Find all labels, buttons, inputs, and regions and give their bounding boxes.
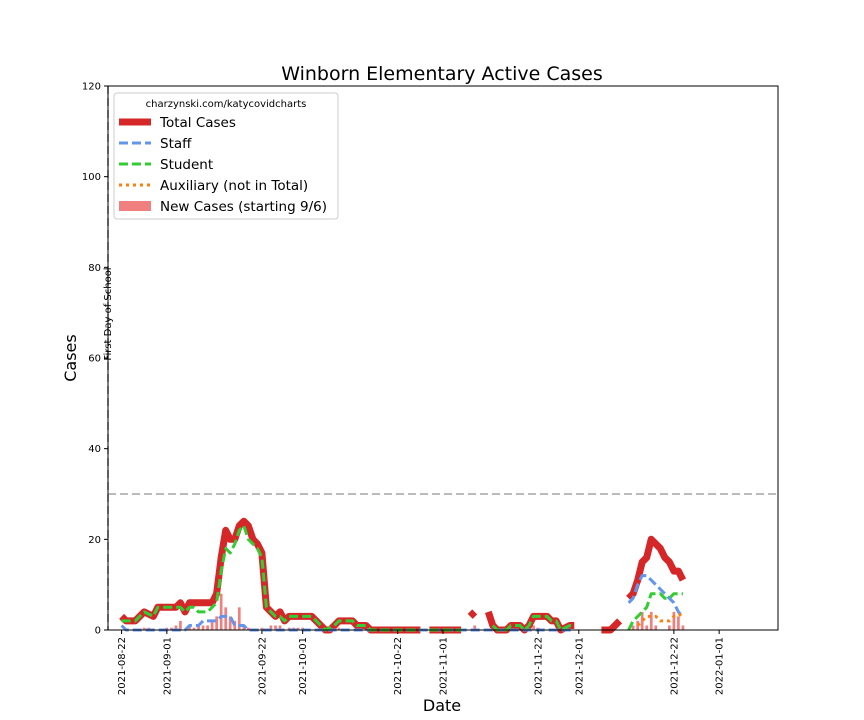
new-cases-bar (667, 625, 671, 630)
total-cases-line (626, 535, 687, 601)
y-axis-ticks: 0 20 40 60 80 100 120 (82, 82, 108, 637)
y-tick-label: 40 (88, 444, 101, 455)
legend-label: Student (160, 157, 213, 173)
chart-title: Winborn Elementary Active Cases (281, 63, 603, 85)
y-tick-label: 20 (88, 535, 101, 546)
new-cases-bar (170, 627, 173, 630)
new-cases-bar (174, 625, 178, 630)
x-tick-label: 2021-11-22 (534, 637, 545, 695)
new-cases-bar (233, 620, 237, 630)
new-cases-bar (296, 627, 300, 630)
legend: charzynski.com/katycovidcharts Total Case… (113, 92, 339, 220)
new-cases-bar (278, 625, 282, 630)
student-line (627, 592, 683, 631)
new-cases-bar (246, 627, 250, 630)
new-cases-bar (228, 616, 232, 630)
new-cases-bar (654, 625, 658, 630)
new-cases-bar (532, 625, 535, 630)
x-tick-label: 2021-11-01 (439, 637, 450, 695)
x-tick-label: 2021-12-01 (574, 637, 585, 695)
student-line (491, 614, 575, 632)
auxiliary-not-in-total-line (636, 610, 684, 627)
new-cases-bar (215, 616, 219, 630)
new-cases-bar (274, 625, 277, 630)
staff-line (627, 574, 684, 618)
new-cases-bar (473, 625, 477, 630)
x-tick-label: 2021-09-01 (162, 637, 173, 695)
new-cases-bar (672, 611, 676, 630)
legend-label: Total Cases (159, 115, 236, 131)
legend-box (113, 92, 339, 220)
student-line (121, 524, 421, 632)
x-tick-label: 2022-01-01 (715, 637, 726, 695)
x-axis-ticks: 2021-08-22 2021-09-01 2021-09-22 2021-10-01… (117, 630, 726, 695)
y-tick-label: 0 (95, 626, 101, 637)
y-tick-label: 80 (88, 263, 101, 274)
new-cases-bar (640, 611, 644, 630)
x-tick-label: 2021-08-22 (117, 637, 128, 695)
new-cases-bar (237, 607, 241, 630)
new-cases-bar (260, 627, 264, 630)
x-tick-label: 2021-10-01 (298, 637, 309, 695)
new-cases-bar (219, 593, 223, 630)
new-cases-bar (179, 620, 182, 630)
legend-swatch-bar (119, 201, 151, 211)
total-cases-line (467, 609, 478, 619)
legend-label: Staff (160, 136, 192, 152)
new-cases-bar (224, 607, 228, 630)
new-cases-bar (210, 620, 214, 630)
new-cases-bar (242, 625, 246, 630)
y-axis-label: Cases (61, 334, 80, 382)
new-cases-bar (188, 625, 191, 630)
new-cases-bar (681, 625, 685, 630)
new-cases-bar (649, 611, 653, 630)
y-tick-label: 100 (82, 172, 101, 183)
new-cases-bar (201, 625, 205, 630)
new-cases-bar (197, 625, 200, 630)
new-cases-bar (337, 627, 341, 630)
x-tick-label: 2021-09-22 (257, 637, 268, 695)
new-cases-bar (631, 625, 635, 630)
legend-title: charzynski.com/katycovidcharts (146, 99, 307, 110)
new-cases-bar (206, 625, 209, 630)
new-cases-bar (142, 627, 146, 630)
new-cases-bar (636, 620, 640, 630)
new-cases-bar (645, 625, 649, 630)
x-axis-label: Date (423, 696, 461, 715)
new-cases-bar (677, 616, 680, 630)
legend-label: Auxiliary (not in Total) (160, 178, 308, 194)
new-cases-bar (269, 625, 273, 630)
y-tick-label: 60 (88, 354, 101, 365)
y-tick-label: 120 (82, 82, 101, 93)
new-cases-bar (192, 627, 196, 630)
staff-line (120, 614, 575, 632)
x-tick-label: 2021-10-22 (393, 637, 404, 695)
legend-label: New Cases (starting 9/6) (160, 199, 327, 215)
x-tick-label: 2021-12-22 (669, 637, 680, 695)
